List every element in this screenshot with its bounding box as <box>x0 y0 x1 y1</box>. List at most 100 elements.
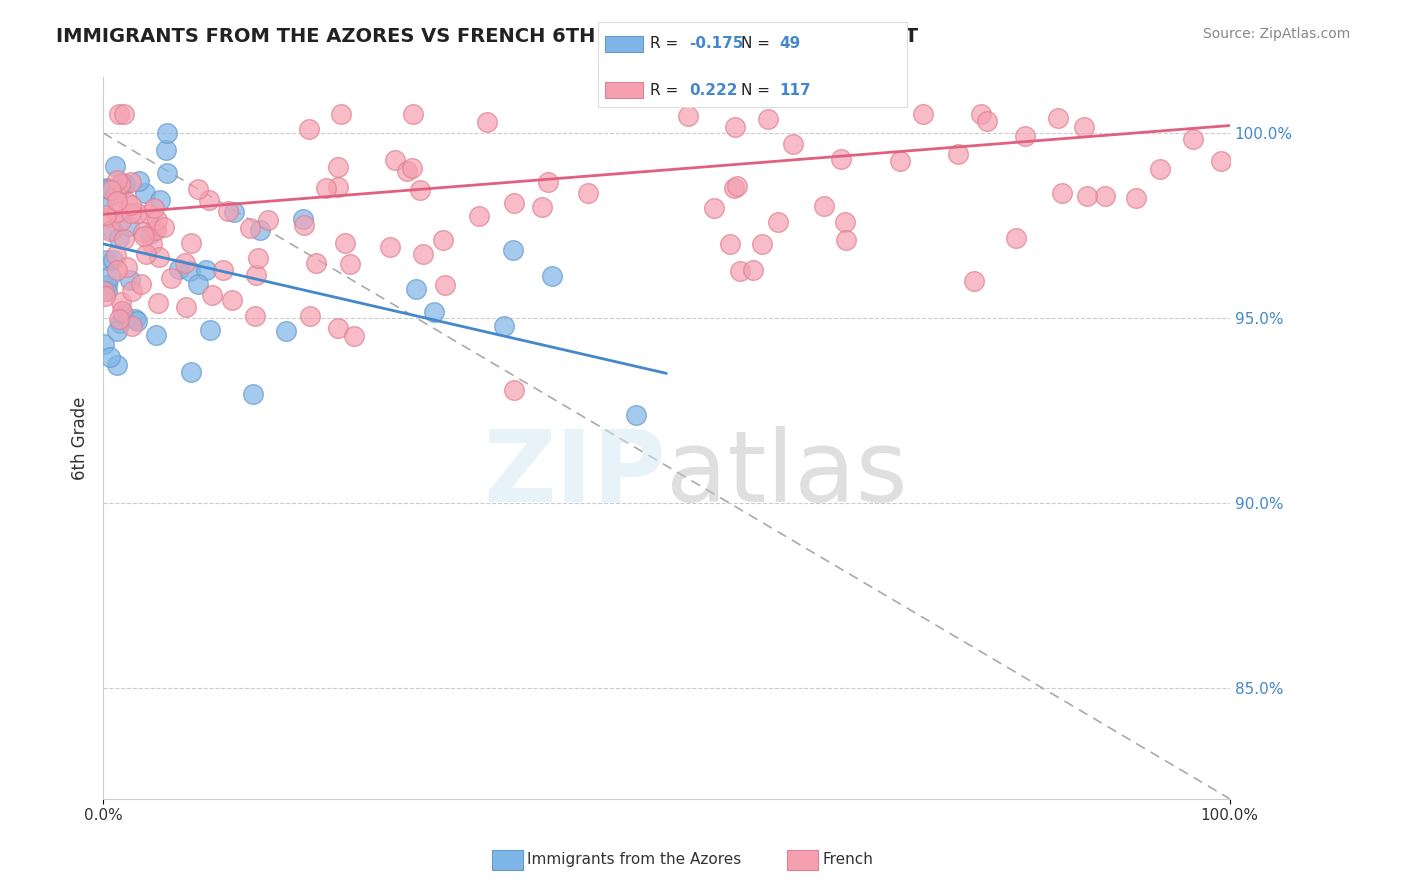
Point <box>212 263 235 277</box>
Point <box>315 181 337 195</box>
Point <box>134 186 156 201</box>
Point <box>1125 190 1147 204</box>
Text: Source: ZipAtlas.com: Source: ZipAtlas.com <box>1202 27 1350 41</box>
Point <box>201 287 224 301</box>
Point <box>1073 120 1095 134</box>
Point <box>156 166 179 180</box>
Point <box>423 304 446 318</box>
Point <box>766 215 789 229</box>
Point <box>97 182 120 196</box>
Point <box>1076 189 1098 203</box>
Point <box>132 225 155 239</box>
Point <box>813 199 835 213</box>
Point <box>96 284 118 298</box>
Point <box>245 268 267 283</box>
Text: 49: 49 <box>779 37 800 51</box>
Point <box>326 161 349 175</box>
Point <box>104 248 127 262</box>
Point <box>124 311 146 326</box>
Point <box>149 193 172 207</box>
Point <box>93 194 115 208</box>
Point <box>112 232 135 246</box>
Point <box>155 143 177 157</box>
Point <box>723 181 745 195</box>
Point <box>180 365 202 379</box>
Point <box>104 159 127 173</box>
Point <box>105 173 128 187</box>
Point <box>1047 112 1070 126</box>
Text: N =: N = <box>741 37 775 51</box>
Point <box>139 227 162 242</box>
Point <box>98 268 121 283</box>
Point <box>198 323 221 337</box>
Point <box>434 278 457 293</box>
Point <box>174 300 197 314</box>
Point <box>305 255 328 269</box>
Point <box>105 204 128 219</box>
Point <box>112 107 135 121</box>
Point <box>114 178 136 192</box>
Point <box>104 188 127 202</box>
Point <box>108 231 131 245</box>
Point <box>108 316 131 330</box>
Point <box>402 107 425 121</box>
Point <box>148 250 170 264</box>
Point <box>120 206 142 220</box>
Point <box>93 337 115 351</box>
Point <box>1209 153 1232 168</box>
Point <box>101 252 124 267</box>
Text: R =: R = <box>650 37 683 51</box>
Point <box>115 195 138 210</box>
Point <box>138 207 160 221</box>
Point <box>239 221 262 235</box>
Point <box>720 236 742 251</box>
Point <box>384 153 406 167</box>
Point <box>94 208 117 222</box>
Point <box>146 295 169 310</box>
Point <box>187 277 209 292</box>
Point <box>274 325 297 339</box>
Point <box>120 198 142 212</box>
Point <box>976 114 998 128</box>
Point <box>343 328 366 343</box>
Point <box>970 107 993 121</box>
Text: ZIP: ZIP <box>484 425 666 523</box>
Point <box>963 274 986 288</box>
Point <box>96 253 118 268</box>
Point <box>395 164 418 178</box>
Point <box>475 115 498 129</box>
Point <box>110 294 132 309</box>
Point <box>94 289 117 303</box>
Point <box>141 236 163 251</box>
Point <box>153 219 176 234</box>
Point <box>889 154 911 169</box>
Point <box>129 277 152 291</box>
Point <box>751 237 773 252</box>
Text: atlas: atlas <box>666 425 908 523</box>
Point <box>121 284 143 298</box>
Point <box>409 183 432 197</box>
Point <box>180 235 202 250</box>
Point <box>111 304 134 318</box>
Point <box>468 210 491 224</box>
Point <box>326 321 349 335</box>
Point <box>108 312 131 326</box>
Point <box>401 161 423 175</box>
Point <box>197 193 219 207</box>
Point <box>111 307 134 321</box>
Point <box>105 324 128 338</box>
Point <box>135 246 157 260</box>
Point <box>145 327 167 342</box>
Point <box>128 174 150 188</box>
Point <box>835 233 858 247</box>
Point <box>502 243 524 257</box>
Point <box>96 180 118 194</box>
Point <box>160 271 183 285</box>
Point <box>502 196 524 211</box>
Point <box>105 358 128 372</box>
Point <box>127 314 149 328</box>
Point <box>727 178 749 193</box>
Point <box>111 176 134 190</box>
Point <box>187 182 209 196</box>
Text: IMMIGRANTS FROM THE AZORES VS FRENCH 6TH GRADE CORRELATION CHART: IMMIGRANTS FROM THE AZORES VS FRENCH 6TH… <box>56 27 918 45</box>
